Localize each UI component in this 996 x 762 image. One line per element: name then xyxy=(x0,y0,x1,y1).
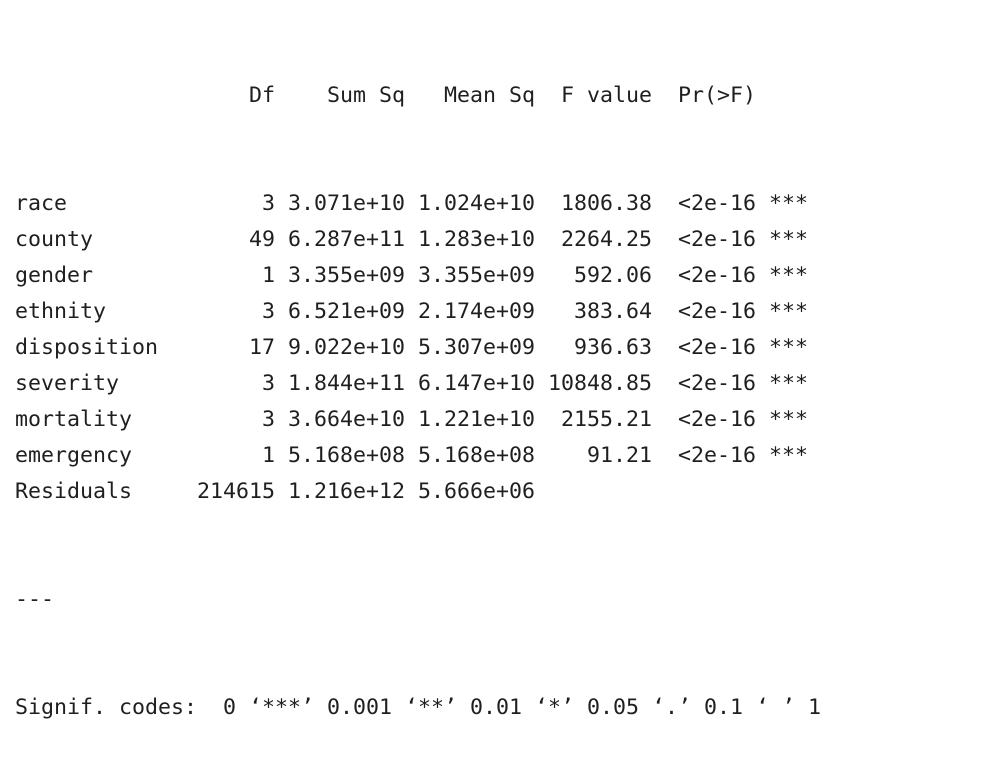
row-p-value: <2e-16 xyxy=(677,407,756,432)
row-mean-sq: 1.283e+10 xyxy=(417,227,535,252)
anova-row: mortality 3 3.664e+10 1.221e+10 2155.21 <2e-1… xyxy=(15,402,821,438)
anova-row: disposition 17 9.022e+10 5.307e+09 936.63 <2e… xyxy=(15,330,821,366)
row-mean-sq: 5.168e+08 xyxy=(417,443,535,468)
row-sum-sq: 3.355e+09 xyxy=(287,263,405,288)
row-p-value: <2e-16 xyxy=(677,299,756,324)
anova-row: emergency 1 5.168e+08 5.168e+08 91.21 <2e-16 *… xyxy=(15,438,821,474)
row-p-value: <2e-16 xyxy=(677,443,756,468)
row-sum-sq: 1.216e+12 xyxy=(287,479,405,504)
row-signif-stars: *** xyxy=(768,335,808,360)
row-p-value: <2e-16 xyxy=(677,227,756,252)
row-p-value: <2e-16 xyxy=(677,335,756,360)
row-df: 49 xyxy=(248,227,275,252)
header-mean-sq: Mean Sq xyxy=(443,83,535,108)
row-mean-sq: 1.024e+10 xyxy=(417,191,535,216)
row-term: severity xyxy=(15,371,120,396)
header-sum-sq: Sum Sq xyxy=(326,83,405,108)
row-p-value: <2e-16 xyxy=(677,191,756,216)
row-sum-sq: 6.521e+09 xyxy=(287,299,405,324)
row-signif-stars: *** xyxy=(768,299,808,324)
row-mean-sq: 1.221e+10 xyxy=(417,407,535,432)
row-f-value: 10848.85 xyxy=(547,371,652,396)
row-signif-stars: *** xyxy=(768,227,808,252)
row-f-value: 91.21 xyxy=(586,443,652,468)
row-df: 1 xyxy=(261,443,275,468)
row-p-value: <2e-16 xyxy=(677,371,756,396)
anova-output: Df Sum Sq Mean Sq F value Pr(>F) race 3 3.071e… xyxy=(15,6,821,762)
row-signif-stars: *** xyxy=(768,407,808,432)
row-df: 1 xyxy=(261,263,275,288)
row-f-value: 936.63 xyxy=(573,335,652,360)
header-p-value: Pr(>F) xyxy=(677,83,756,108)
row-term: emergency xyxy=(15,443,133,468)
row-mean-sq: 5.666e+06 xyxy=(417,479,535,504)
anova-rows: race 3 3.071e+10 1.024e+10 1806.38 <2e-16 *** c… xyxy=(15,186,821,510)
header-f-value: F value xyxy=(560,83,652,108)
anova-row: ethnity 3 6.521e+09 2.174e+09 383.64 <2e-16 **… xyxy=(15,294,821,330)
row-p-value: <2e-16 xyxy=(677,263,756,288)
row-term: Residuals xyxy=(15,479,133,504)
row-df: 3 xyxy=(261,407,275,432)
row-df: 3 xyxy=(261,299,275,324)
anova-row: Residuals 214615 1.216e+12 5.666e+06 xyxy=(15,474,821,510)
anova-row: gender 1 3.355e+09 3.355e+09 592.06 <2e-16 *** xyxy=(15,258,821,294)
row-df: 17 xyxy=(248,335,275,360)
row-df: 214615 xyxy=(197,479,276,504)
row-signif-stars: *** xyxy=(768,191,808,216)
signif-codes-line: Signif. codes: 0 ‘***’ 0.001 ‘**’ 0.01 ‘… xyxy=(15,695,822,720)
row-mean-sq: 5.307e+09 xyxy=(417,335,535,360)
row-sum-sq: 5.168e+08 xyxy=(287,443,405,468)
header-df: Df xyxy=(248,83,275,108)
row-signif-stars: *** xyxy=(768,263,808,288)
anova-row: severity 3 1.844e+11 6.147e+10 10848.85 <2e-1… xyxy=(15,366,821,402)
row-mean-sq: 2.174e+09 xyxy=(417,299,535,324)
row-term: race xyxy=(15,191,68,216)
row-f-value: 592.06 xyxy=(573,263,652,288)
row-mean-sq: 6.147e+10 xyxy=(417,371,535,396)
row-sum-sq: 1.844e+11 xyxy=(287,371,405,396)
row-f-value: 1806.38 xyxy=(560,191,652,216)
row-term: ethnity xyxy=(15,299,107,324)
row-sum-sq: 3.664e+10 xyxy=(287,407,405,432)
row-df: 3 xyxy=(261,371,275,396)
anova-header-row: Df Sum Sq Mean Sq F value Pr(>F) xyxy=(15,78,821,114)
row-sum-sq: 6.287e+11 xyxy=(287,227,405,252)
row-sum-sq: 3.071e+10 xyxy=(287,191,405,216)
row-df: 3 xyxy=(261,191,275,216)
row-f-value: 2264.25 xyxy=(560,227,652,252)
separator-line: --- xyxy=(15,587,55,612)
row-f-value: 2155.21 xyxy=(560,407,652,432)
row-signif-stars: *** xyxy=(768,443,808,468)
row-sum-sq: 9.022e+10 xyxy=(287,335,405,360)
row-term: mortality xyxy=(15,407,133,432)
row-term: gender xyxy=(15,263,94,288)
row-term: county xyxy=(15,227,94,252)
anova-row: county 49 6.287e+11 1.283e+10 2264.25 <2e-16 *… xyxy=(15,222,821,258)
row-mean-sq: 3.355e+09 xyxy=(417,263,535,288)
row-signif-stars: *** xyxy=(768,371,808,396)
row-f-value: 383.64 xyxy=(573,299,652,324)
anova-row: race 3 3.071e+10 1.024e+10 1806.38 <2e-16 *** xyxy=(15,186,821,222)
row-term: disposition xyxy=(15,335,159,360)
